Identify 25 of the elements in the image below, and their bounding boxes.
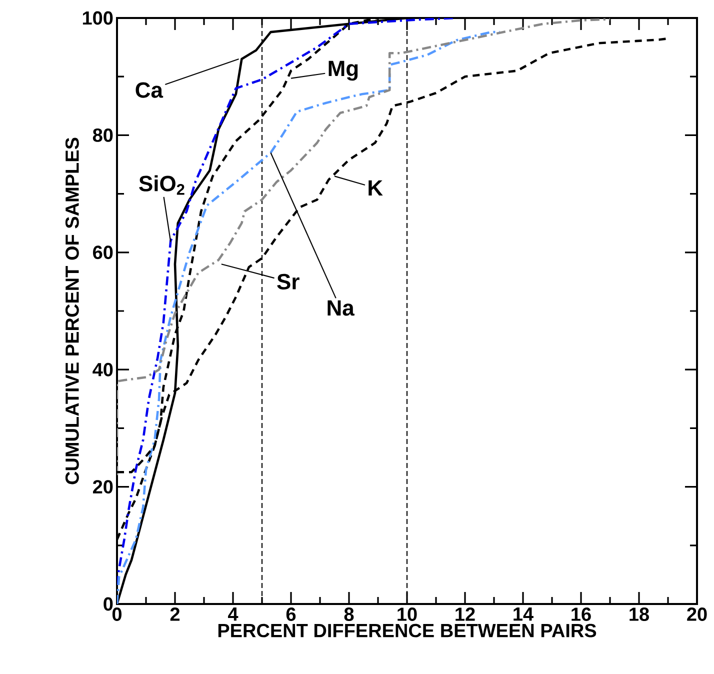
x-tick-label: 20 — [687, 608, 707, 621]
annotation: Mg — [328, 60, 358, 81]
y-tick-label: 60 — [93, 246, 113, 260]
y-tick-label: 0 — [104, 597, 113, 611]
x-tick-label: 16 — [572, 608, 591, 621]
y-tick-label: 100 — [82, 11, 113, 25]
annotation: K — [368, 180, 383, 196]
annotation: Ca — [136, 82, 164, 98]
x-tick-label: 0 — [112, 608, 122, 621]
x-tick-label: 12 — [456, 608, 475, 621]
annotation: SiO$_{2}$ — [139, 175, 184, 195]
x-tick-label: 4 — [228, 608, 238, 621]
y-axis-title: CUMULATIVE PERCENT OF SAMPLES — [65, 138, 79, 484]
x-tick-label: 18 — [630, 608, 649, 621]
x-tick-label: 10 — [398, 608, 417, 621]
y-tick-label: 20 — [92, 480, 113, 494]
x-tick-label: 8 — [344, 608, 354, 621]
annotation: Sr — [277, 274, 300, 290]
y-tick-label: 40 — [92, 362, 113, 376]
x-tick-label: 2 — [170, 608, 180, 621]
x-tick-label: 14 — [514, 608, 534, 621]
y-tick-label: 80 — [92, 128, 113, 142]
x-axis-title: PERCENT DIFFERENCE BETWEEN PAIRS — [218, 624, 596, 638]
annotation: Na — [328, 300, 354, 316]
x-tick-label: 6 — [286, 608, 296, 621]
